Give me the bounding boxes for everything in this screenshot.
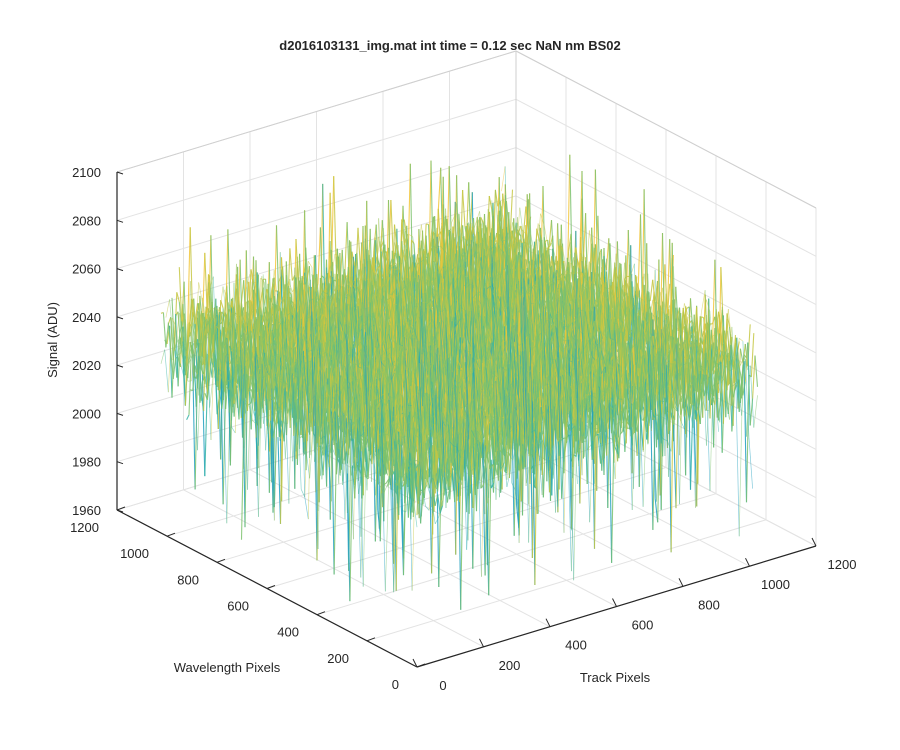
surface-strand xyxy=(360,225,364,309)
surface-strand xyxy=(215,379,219,430)
surface-strand xyxy=(436,253,441,274)
surface-strand xyxy=(402,205,406,267)
box-edge-top-back xyxy=(116,50,517,173)
surface-strand xyxy=(437,208,442,250)
surface-strand xyxy=(172,358,177,379)
surface-strand xyxy=(471,226,476,237)
surface-strand xyxy=(178,267,183,322)
surface-strand xyxy=(199,381,203,403)
surface-strand xyxy=(357,227,361,269)
surface-strand xyxy=(250,256,255,331)
surface-strand xyxy=(175,313,179,387)
surface-strand xyxy=(182,341,186,406)
surface-strand xyxy=(369,260,374,310)
surface-strand xyxy=(390,199,394,259)
surface-strand xyxy=(201,374,206,477)
surface-strand xyxy=(304,210,308,336)
surface-strand xyxy=(522,206,527,236)
surface-strand xyxy=(547,245,551,248)
surface-layer xyxy=(160,154,759,610)
surface-strand xyxy=(192,354,196,490)
surface-strand xyxy=(333,176,337,265)
surface-strand xyxy=(188,345,193,415)
surface-strand xyxy=(267,283,272,333)
surface-strand xyxy=(186,414,190,421)
surface-strand xyxy=(189,227,194,323)
grid-line-y-floor xyxy=(366,519,767,642)
surface-strand xyxy=(176,292,180,302)
surface-strand xyxy=(407,163,411,272)
surface-strand xyxy=(289,248,293,281)
surface-strand xyxy=(509,189,514,240)
surface-strand xyxy=(317,227,321,285)
surface-strand xyxy=(204,386,208,477)
surface-strand xyxy=(395,252,399,266)
surface-strand xyxy=(187,227,191,324)
box-edge-top-right xyxy=(515,50,817,209)
surface-strand xyxy=(486,195,490,252)
surface-strand xyxy=(493,232,498,246)
surface-strand xyxy=(401,219,405,245)
surface-strand xyxy=(437,167,442,213)
surface-strand xyxy=(177,337,182,387)
surface-strand xyxy=(192,299,196,325)
surface-strand xyxy=(319,227,324,312)
surface-strand xyxy=(548,220,553,248)
grid-layer xyxy=(116,50,817,668)
surface-strand xyxy=(170,349,174,379)
surface-strand xyxy=(225,380,229,409)
surface-strand xyxy=(393,224,398,248)
surface-strand xyxy=(520,225,525,244)
grid-line-y-floor xyxy=(316,493,717,616)
surface-strand xyxy=(277,437,282,524)
surface-strand xyxy=(462,189,466,228)
surface-strand xyxy=(207,328,212,387)
surface-strand xyxy=(178,301,183,330)
surface-strand xyxy=(170,317,174,361)
surface-strand xyxy=(488,195,493,210)
surface-strand xyxy=(188,322,192,327)
surface-strand xyxy=(510,230,515,245)
surface-strand xyxy=(476,217,481,244)
